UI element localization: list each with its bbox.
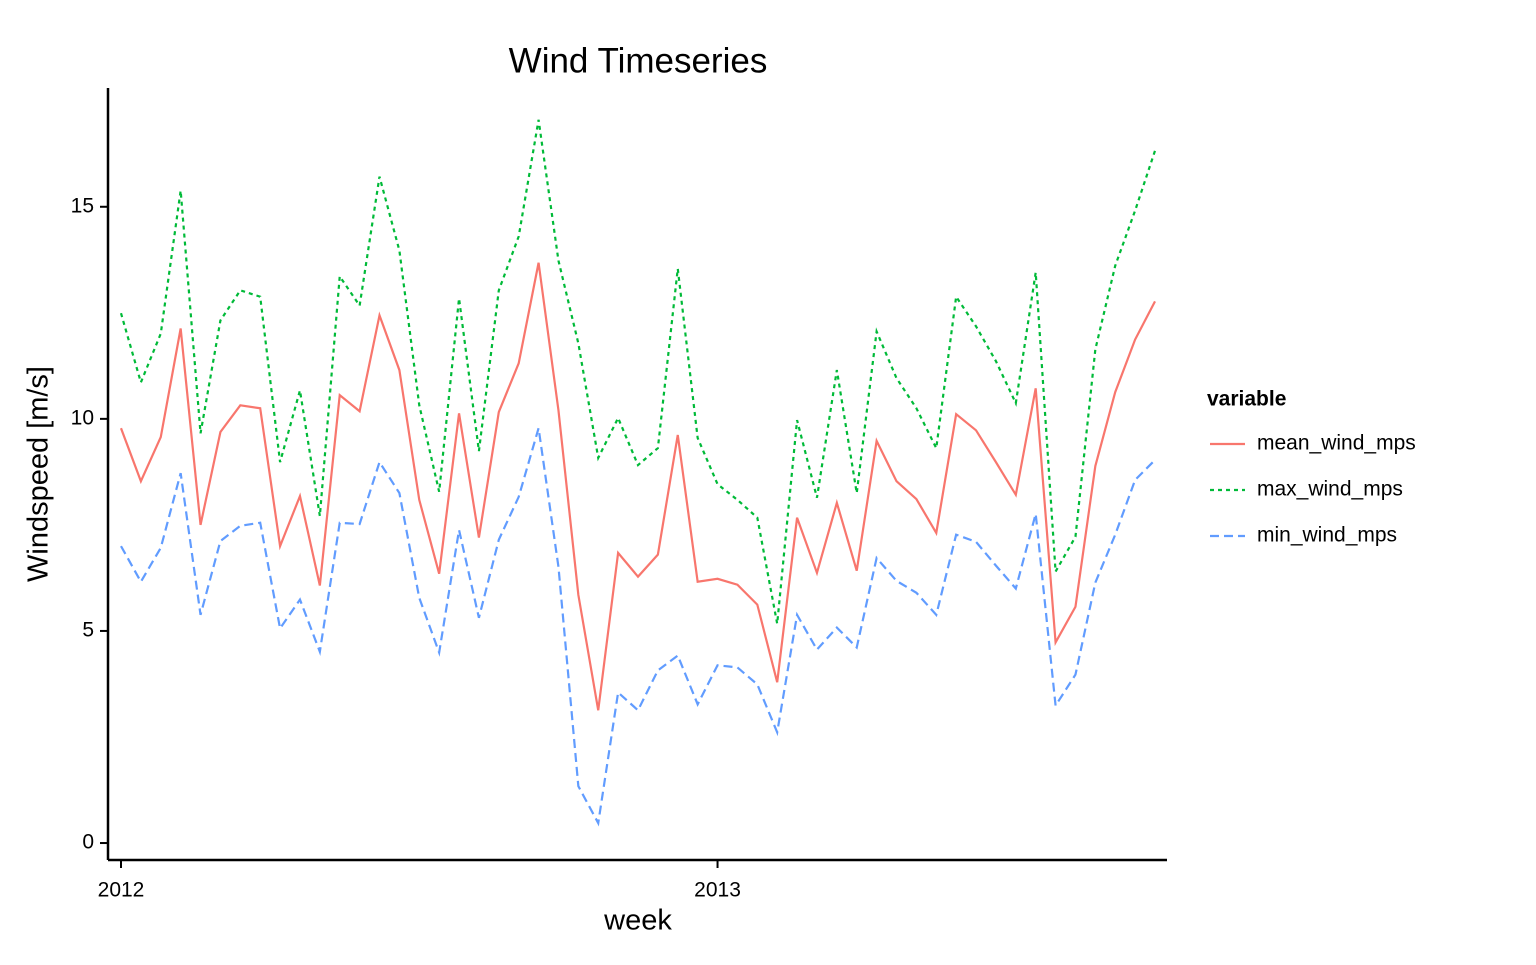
y-tick-label: 5 bbox=[82, 618, 94, 641]
chart-title: Wind Timeseries bbox=[509, 41, 768, 80]
y-tick-label: 0 bbox=[82, 831, 94, 854]
x-tick-label: 2013 bbox=[694, 879, 741, 902]
legend-title: variable bbox=[1207, 388, 1286, 411]
series-line bbox=[120, 427, 1156, 827]
y-tick-label: 10 bbox=[71, 406, 94, 429]
y-tick-label: 15 bbox=[71, 194, 94, 217]
y-axis-label: Windspeed [m/s] bbox=[23, 366, 55, 582]
x-axis-label: week bbox=[603, 905, 672, 937]
legend-label: mean_wind_mps bbox=[1257, 432, 1416, 455]
series-line bbox=[119, 262, 1156, 711]
x-tick-label: 2012 bbox=[98, 879, 145, 902]
legend-label: min_wind_mps bbox=[1257, 524, 1397, 547]
series-line bbox=[119, 119, 1157, 624]
legend-label: max_wind_mps bbox=[1257, 478, 1403, 501]
